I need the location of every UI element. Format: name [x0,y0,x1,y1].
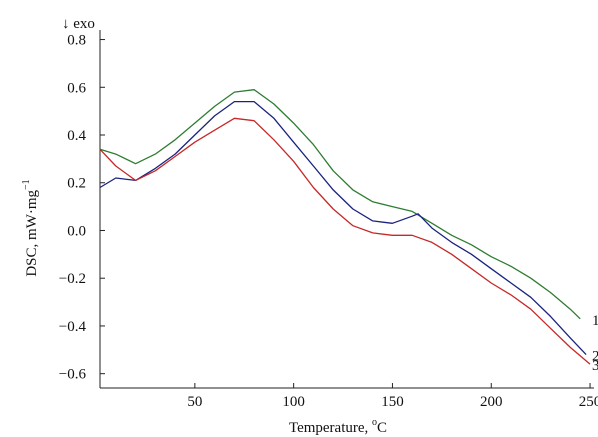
x-axis-title-unit: oC [372,417,387,436]
y-tick-label: 0.4 [67,128,86,144]
curve-label-3: 3 [592,358,598,374]
x-axis-title-text: Temperature, [289,420,372,436]
x-tick-label: 150 [381,394,404,410]
x-tick-label: 100 [282,394,305,410]
x-tick-label: 50 [187,394,202,410]
y-axis: 0.8 0.6 0.4 0.2 0.0 −0.2 −0.4 −0.6 [59,30,105,388]
curve-2 [99,100,587,356]
y-axis-title-text: DSC, mW·mg [24,189,40,276]
curve-label-1: 1 [592,313,598,329]
y-tick-label: 0.6 [67,80,86,96]
x-axis-title: Temperature, oC [289,417,387,436]
curve-1 [99,89,581,320]
y-tick-label: 0.0 [67,223,86,239]
y-tick-label: −0.2 [59,271,86,287]
curve-label-2: 2 [592,349,598,365]
x-axis: 50 100 150 200 250 [100,383,598,410]
curve-3 [99,117,591,365]
y-tick-label: −0.6 [59,367,87,383]
x-tick-label: 200 [480,394,503,410]
y-axis-title: DSC, mW·mg−1 [21,179,40,276]
y-axis-title-exponent: −1 [21,179,32,190]
exo-annotation: ↓ exo [62,16,95,32]
y-tick-label: 0.2 [67,176,86,192]
curves [99,89,591,365]
y-tick-label: −0.4 [59,319,87,335]
degree-symbol: o [372,417,377,428]
x-tick-label: 250 [579,394,598,410]
y-tick-label: 0.8 [67,33,86,49]
celsius-symbol: C [377,420,387,436]
curve-labels: 1 23 [592,313,598,374]
